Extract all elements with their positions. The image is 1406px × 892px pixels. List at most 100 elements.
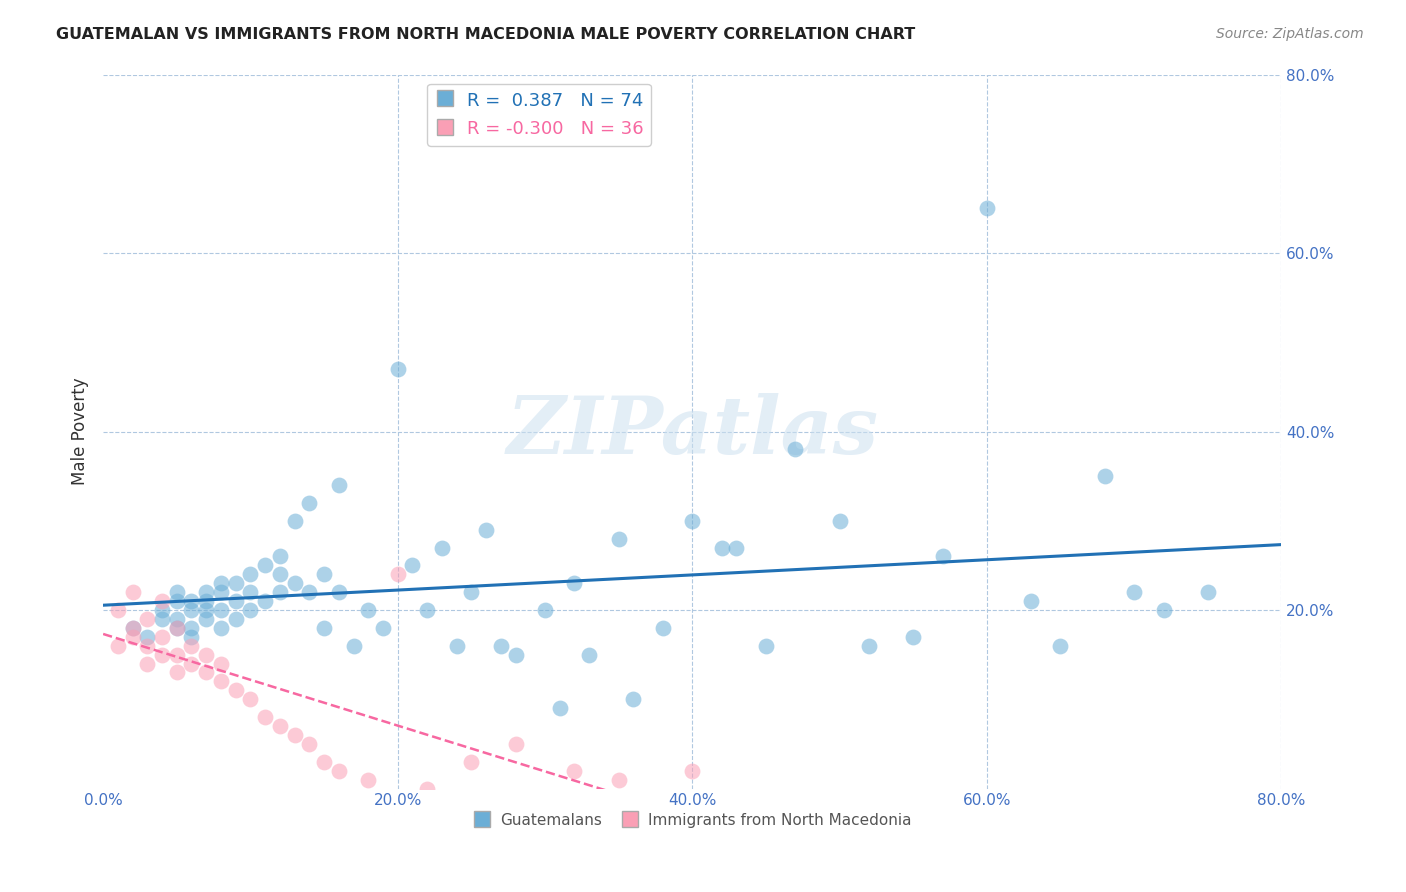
Point — [107, 603, 129, 617]
Point — [225, 594, 247, 608]
Point — [180, 603, 202, 617]
Text: GUATEMALAN VS IMMIGRANTS FROM NORTH MACEDONIA MALE POVERTY CORRELATION CHART: GUATEMALAN VS IMMIGRANTS FROM NORTH MACE… — [56, 27, 915, 42]
Point — [121, 630, 143, 644]
Point — [225, 612, 247, 626]
Point — [858, 639, 880, 653]
Point — [209, 674, 232, 689]
Point — [312, 621, 335, 635]
Point — [150, 594, 173, 608]
Point — [548, 701, 571, 715]
Point — [387, 362, 409, 376]
Point — [269, 567, 291, 582]
Point — [416, 781, 439, 796]
Point — [931, 549, 953, 564]
Point — [195, 665, 218, 680]
Point — [195, 612, 218, 626]
Point — [180, 630, 202, 644]
Point — [166, 621, 188, 635]
Point — [166, 594, 188, 608]
Point — [254, 594, 277, 608]
Point — [976, 202, 998, 216]
Point — [269, 585, 291, 599]
Point — [681, 514, 703, 528]
Point — [564, 764, 586, 778]
Text: ZIPatlas: ZIPatlas — [506, 392, 879, 470]
Point — [284, 576, 307, 591]
Point — [239, 585, 262, 599]
Point — [150, 612, 173, 626]
Point — [166, 665, 188, 680]
Point — [195, 648, 218, 662]
Point — [785, 442, 807, 457]
Point — [180, 594, 202, 608]
Point — [312, 755, 335, 769]
Point — [254, 558, 277, 573]
Point — [298, 737, 321, 751]
Point — [107, 639, 129, 653]
Point — [239, 603, 262, 617]
Point — [681, 764, 703, 778]
Point — [121, 621, 143, 635]
Y-axis label: Male Poverty: Male Poverty — [72, 377, 89, 485]
Point — [298, 496, 321, 510]
Point — [166, 648, 188, 662]
Point — [710, 541, 733, 555]
Point — [180, 639, 202, 653]
Point — [489, 639, 512, 653]
Point — [209, 657, 232, 671]
Point — [430, 541, 453, 555]
Point — [239, 567, 262, 582]
Point — [828, 514, 851, 528]
Point — [209, 576, 232, 591]
Point — [607, 532, 630, 546]
Point — [901, 630, 924, 644]
Point — [446, 639, 468, 653]
Point — [209, 585, 232, 599]
Point — [284, 728, 307, 742]
Point — [269, 719, 291, 733]
Point — [328, 478, 350, 492]
Point — [328, 764, 350, 778]
Point — [180, 657, 202, 671]
Point — [1019, 594, 1042, 608]
Point — [225, 683, 247, 698]
Point — [651, 621, 673, 635]
Point — [195, 603, 218, 617]
Point — [1123, 585, 1146, 599]
Point — [150, 648, 173, 662]
Text: Source: ZipAtlas.com: Source: ZipAtlas.com — [1216, 27, 1364, 41]
Point — [121, 585, 143, 599]
Point — [225, 576, 247, 591]
Point — [607, 772, 630, 787]
Point — [121, 621, 143, 635]
Point — [475, 523, 498, 537]
Point — [136, 612, 159, 626]
Point — [136, 639, 159, 653]
Point — [1197, 585, 1219, 599]
Point — [357, 772, 380, 787]
Point — [298, 585, 321, 599]
Point — [534, 603, 557, 617]
Point — [195, 594, 218, 608]
Point — [209, 621, 232, 635]
Point — [1094, 469, 1116, 483]
Point — [209, 603, 232, 617]
Point — [239, 692, 262, 706]
Point — [312, 567, 335, 582]
Point — [150, 630, 173, 644]
Point — [328, 585, 350, 599]
Point — [460, 585, 482, 599]
Point — [460, 755, 482, 769]
Point — [136, 657, 159, 671]
Point — [166, 612, 188, 626]
Point — [254, 710, 277, 724]
Point — [401, 558, 423, 573]
Point — [166, 585, 188, 599]
Point — [387, 567, 409, 582]
Point — [578, 648, 600, 662]
Point — [416, 603, 439, 617]
Point — [269, 549, 291, 564]
Point — [725, 541, 748, 555]
Point — [755, 639, 778, 653]
Legend: Guatemalans, Immigrants from North Macedonia: Guatemalans, Immigrants from North Maced… — [467, 807, 918, 834]
